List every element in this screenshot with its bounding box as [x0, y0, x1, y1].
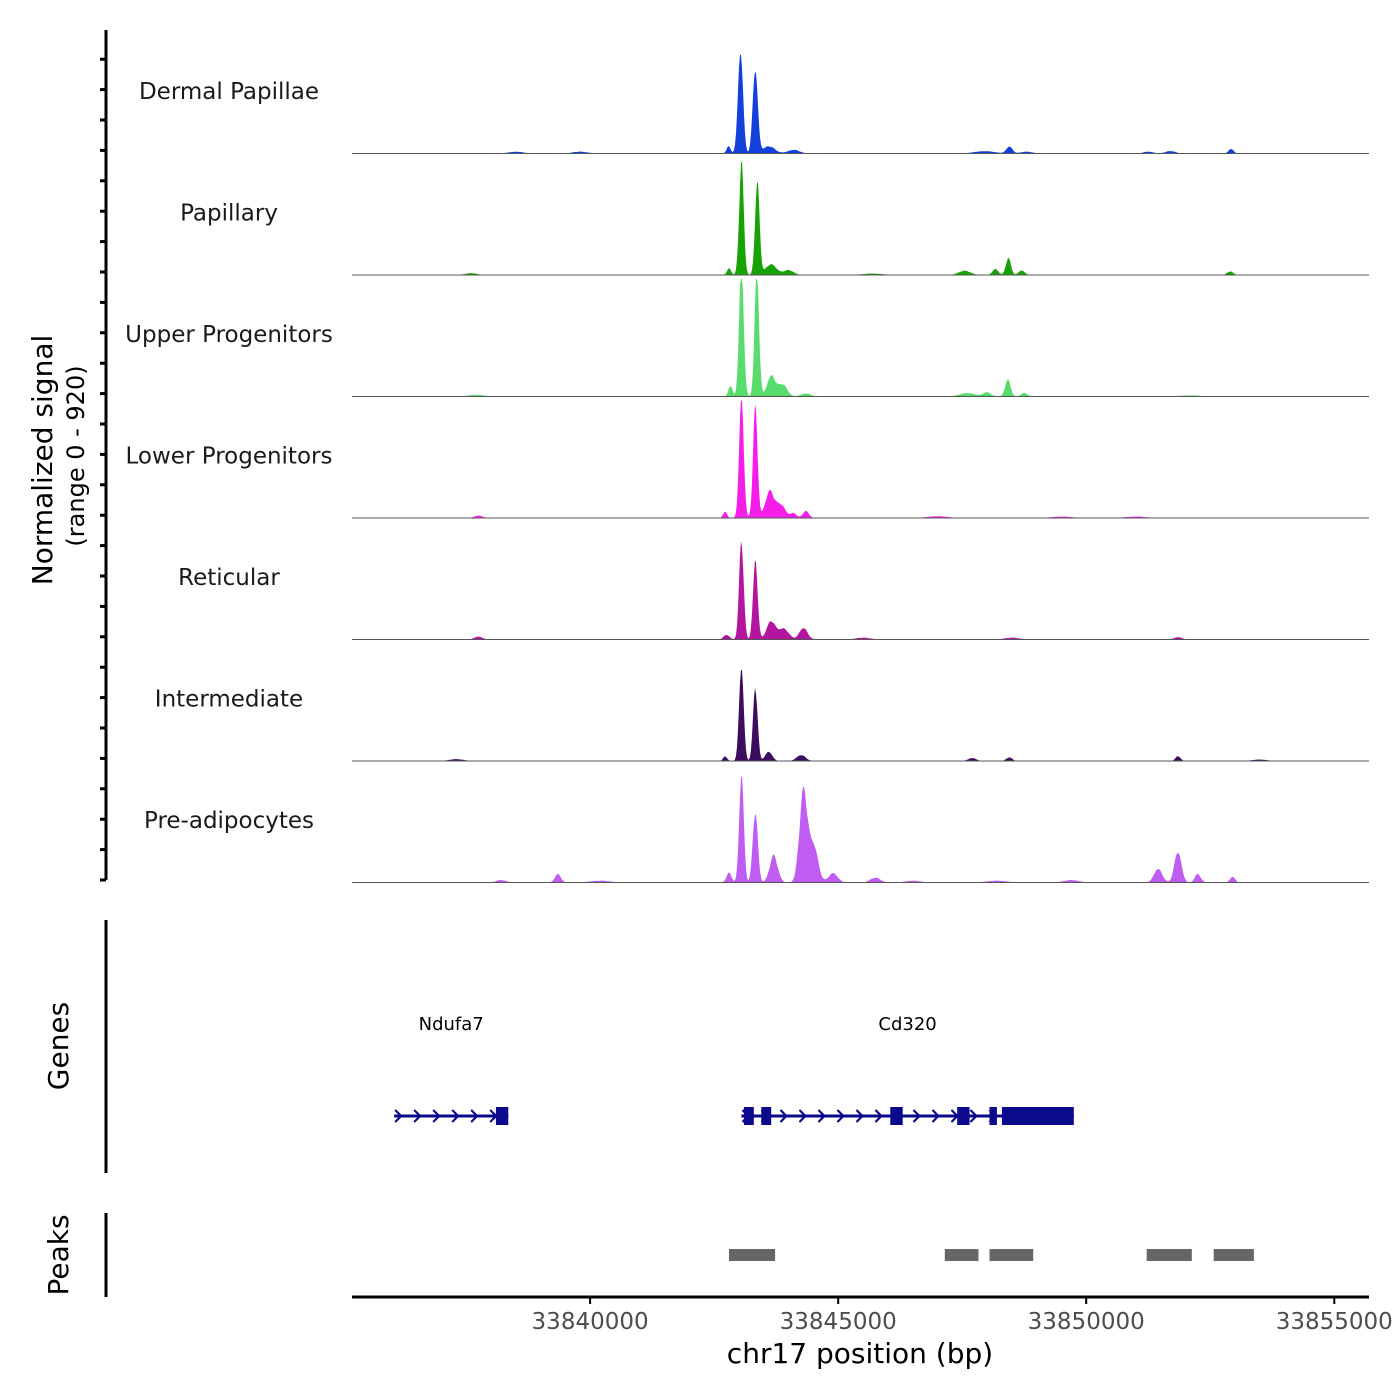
x-tick-label: 33845000 — [780, 1309, 897, 1335]
peak-region — [989, 1249, 1034, 1261]
strand-arrow — [969, 1109, 978, 1123]
peaks-panel-title: Peaks — [42, 1214, 75, 1295]
coverage-y-ticks — [100, 57, 106, 882]
gene-exon — [495, 1107, 509, 1125]
signal-area — [352, 54, 1369, 154]
strand-arrow — [931, 1109, 940, 1123]
strand-arrow — [874, 1109, 883, 1123]
signal-area — [352, 279, 1369, 397]
track-label: Upper Progenitors — [125, 322, 333, 348]
track-label: Intermediate — [155, 687, 303, 713]
track-label: Papillary — [180, 201, 278, 227]
strand-arrow — [394, 1109, 403, 1123]
track-intermediate: Intermediate — [155, 669, 1369, 762]
track-label: Pre-adipocytes — [144, 808, 314, 834]
y-axis-title-line2: (range 0 - 920) — [62, 365, 90, 546]
track-label: Reticular — [178, 565, 280, 591]
signal-area — [352, 161, 1369, 275]
strand-arrow — [836, 1109, 845, 1123]
coverage-tracks: Dermal Papillae Papillary Upper Progenitor… — [125, 54, 1369, 883]
track-reticular: Reticular — [178, 541, 1369, 640]
gene-exon — [1001, 1107, 1074, 1125]
signal-area — [352, 400, 1369, 518]
x-tick-label: 33855000 — [1276, 1309, 1393, 1335]
x-tick-label: 33850000 — [1028, 1309, 1145, 1335]
strand-arrow — [432, 1109, 441, 1123]
track-dermal-papillae: Dermal Papillae — [139, 54, 1369, 154]
track-label: Lower Progenitors — [126, 444, 333, 470]
strand-arrow — [470, 1109, 479, 1123]
gene-ndufa7: Ndufa7 — [394, 1014, 509, 1125]
y-axis-title-line1: Normalized signal — [26, 335, 59, 586]
strand-arrow — [798, 1109, 807, 1123]
signal-area — [352, 669, 1369, 761]
x-tick-label: 33840000 — [532, 1309, 649, 1335]
peak-region — [1146, 1249, 1192, 1261]
gene-exon — [989, 1107, 997, 1125]
peak-region — [729, 1249, 776, 1261]
strand-arrow — [855, 1109, 864, 1123]
gene-exon — [743, 1107, 754, 1125]
gene-cd320: Cd320 — [741, 1014, 1074, 1125]
gene-exon — [761, 1107, 772, 1125]
strand-arrow — [451, 1109, 460, 1123]
peak-region — [944, 1249, 979, 1261]
track-papillary: Papillary — [180, 161, 1369, 276]
peak-region — [1213, 1249, 1254, 1261]
gene-exon — [957, 1107, 970, 1125]
x-axis-ticks: 33840000 33845000 33850000 33855000 — [532, 1297, 1393, 1335]
gene-exon — [890, 1107, 903, 1125]
peak-regions — [729, 1249, 1254, 1261]
strand-arrow — [413, 1109, 422, 1123]
track-label: Dermal Papillae — [139, 79, 319, 105]
signal-area — [352, 776, 1369, 883]
track-upper-progenitors: Upper Progenitors — [125, 279, 1369, 397]
gene-label: Ndufa7 — [419, 1014, 484, 1035]
signal-area — [352, 541, 1369, 640]
track-pre-adipocytes: Pre-adipocytes — [144, 776, 1369, 883]
x-axis-title: chr17 position (bp) — [727, 1337, 993, 1370]
gene-label: Cd320 — [878, 1014, 936, 1035]
strand-arrow — [817, 1109, 826, 1123]
strand-arrow — [912, 1109, 921, 1123]
genes-panel-title: Genes — [42, 1002, 75, 1090]
strand-arrow — [779, 1109, 788, 1123]
track-lower-progenitors: Lower Progenitors — [126, 400, 1369, 519]
gene-annotations: Ndufa7 Cd320 — [394, 1014, 1074, 1125]
